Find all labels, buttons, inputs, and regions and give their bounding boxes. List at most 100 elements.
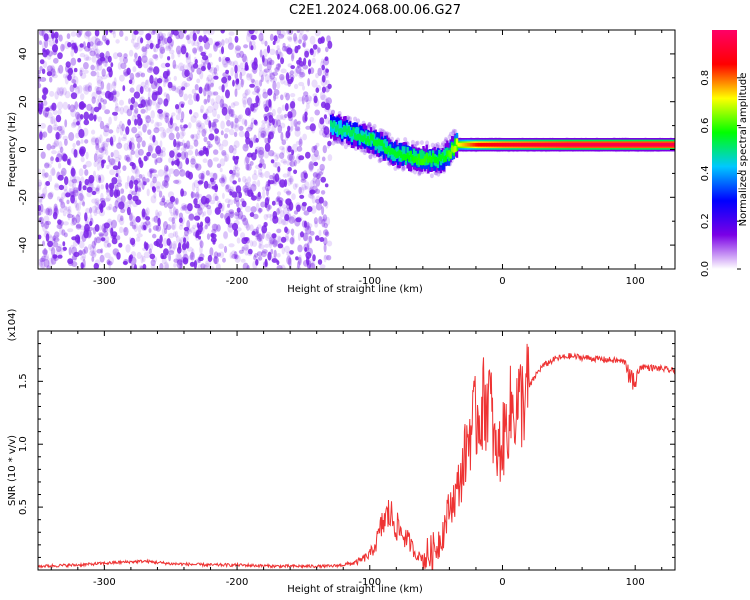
noise-speckle [247, 176, 252, 184]
noise-speckle [138, 30, 144, 36]
noise-speckle [230, 121, 234, 129]
noise-speckle [91, 256, 95, 262]
noise-speckle [186, 246, 193, 252]
noise-speckle [250, 206, 257, 213]
noise-speckle [327, 108, 332, 116]
x-tick-label: 100 [626, 577, 645, 588]
noise-speckle [38, 70, 42, 75]
noise-speckle [303, 57, 307, 66]
noise-speckle [249, 212, 255, 218]
noise-speckle [99, 233, 104, 238]
noise-speckle [48, 234, 52, 239]
noise-speckle [178, 212, 183, 219]
noise-speckle [287, 166, 292, 172]
noise-speckle [111, 177, 118, 185]
noise-speckle [195, 133, 200, 140]
noise-speckle [237, 214, 243, 221]
noise-speckle [66, 191, 70, 198]
noise-speckle [51, 44, 59, 53]
noise-speckle [309, 192, 315, 200]
noise-speckle [130, 150, 136, 155]
noise-speckle [67, 211, 71, 221]
noise-speckle [148, 66, 154, 71]
noise-speckle [199, 70, 204, 80]
noise-speckle [305, 125, 311, 130]
noise-speckle [227, 75, 232, 81]
noise-speckle [229, 169, 233, 175]
noise-speckle [136, 84, 143, 93]
noise-speckle [175, 104, 180, 110]
noise-speckle [324, 231, 330, 237]
noise-speckle [231, 250, 237, 256]
noise-speckle [73, 45, 79, 54]
noise-speckle [224, 38, 229, 44]
noise-speckle [300, 178, 307, 183]
noise-speckle [40, 193, 46, 200]
noise-speckle [144, 46, 148, 56]
noise-speckle [269, 241, 272, 249]
noise-speckle [277, 53, 280, 60]
noise-speckle [86, 186, 93, 193]
noise-speckle [291, 193, 296, 201]
noise-speckle [201, 171, 206, 179]
noise-speckle [40, 151, 46, 159]
noise-speckle [197, 214, 201, 219]
noise-speckle [105, 39, 110, 46]
noise-speckle [177, 141, 184, 147]
noise-speckle [85, 30, 92, 37]
noise-speckle [236, 237, 241, 244]
noise-speckle [112, 96, 118, 103]
noise-speckle [72, 181, 77, 189]
noise-speckle [137, 103, 144, 109]
noise-speckle [193, 198, 198, 206]
noise-speckle [290, 48, 295, 55]
noise-speckle [42, 187, 48, 196]
noise-speckle [86, 230, 92, 238]
noise-speckle [276, 228, 282, 234]
noise-speckle [133, 179, 139, 185]
noise-speckle [99, 57, 106, 62]
noise-speckle [65, 61, 71, 68]
noise-speckle [323, 114, 327, 120]
noise-speckle [258, 207, 262, 214]
noise-speckle [243, 44, 249, 49]
noise-speckle [187, 145, 194, 150]
noise-speckle [327, 83, 332, 90]
noise-speckle [133, 262, 137, 269]
noise-speckle [207, 62, 212, 70]
noise-speckle [322, 131, 328, 138]
noise-speckle [305, 94, 312, 102]
noise-speckle [280, 68, 287, 74]
noise-speckle [159, 263, 164, 269]
noise-speckle [158, 150, 164, 157]
noise-speckle [286, 44, 291, 52]
noise-speckle [307, 59, 312, 67]
noise-speckle [38, 192, 41, 197]
noise-speckle [299, 194, 305, 199]
noise-speckle [213, 172, 218, 181]
noise-speckle [229, 191, 233, 196]
noise-speckle [298, 138, 303, 147]
noise-speckle [54, 182, 59, 188]
noise-speckle [129, 87, 135, 93]
noise-speckle [288, 170, 292, 177]
noise-speckle [65, 74, 72, 79]
noise-speckle [52, 142, 57, 148]
noise-speckle [133, 91, 141, 99]
noise-speckle [212, 172, 218, 181]
noise-speckle [163, 80, 166, 88]
noise-speckle [234, 195, 240, 203]
noise-speckle [279, 30, 286, 37]
noise-speckle [38, 209, 44, 216]
noise-speckle [162, 237, 168, 247]
noise-speckle [78, 146, 84, 156]
noise-speckle [145, 79, 150, 88]
noise-speckle [96, 64, 103, 71]
noise-speckle [143, 181, 147, 186]
noise-speckle [264, 40, 268, 47]
noise-speckle [255, 95, 260, 104]
noise-speckle [295, 256, 299, 261]
noise-speckle [231, 254, 238, 259]
noise-speckle [218, 143, 224, 151]
noise-speckle [176, 85, 183, 95]
